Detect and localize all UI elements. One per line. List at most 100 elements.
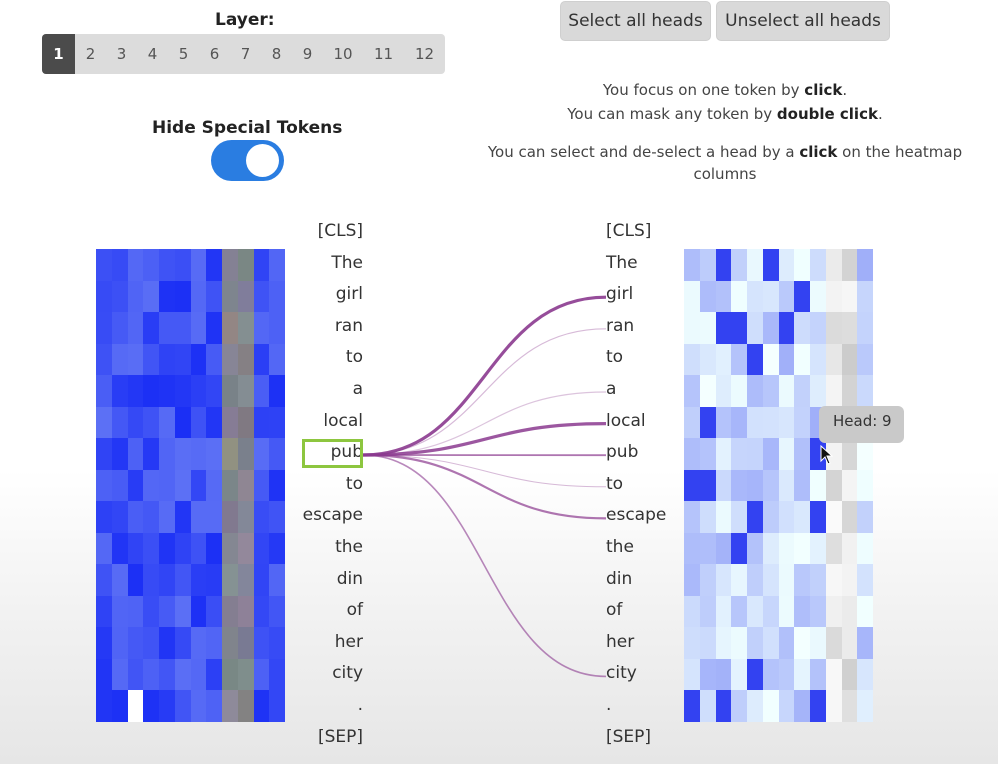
heatmap-cell[interactable] bbox=[794, 249, 810, 281]
heatmap-cell[interactable] bbox=[111, 375, 128, 407]
heatmap-cell[interactable] bbox=[206, 690, 222, 722]
layer-option-2[interactable]: 2 bbox=[85, 45, 96, 63]
heatmap-cell[interactable] bbox=[206, 658, 222, 691]
layer-option-7[interactable]: 7 bbox=[240, 45, 251, 63]
heatmap-cell[interactable] bbox=[190, 280, 207, 313]
right-token[interactable]: the bbox=[606, 537, 634, 557]
heatmap-cell[interactable] bbox=[762, 438, 779, 470]
right-token[interactable]: ran bbox=[606, 315, 635, 336]
heatmap-cell[interactable] bbox=[715, 249, 732, 281]
heatmap-cell[interactable] bbox=[778, 532, 795, 565]
heatmap-cell[interactable] bbox=[96, 249, 112, 281]
left-token[interactable]: a bbox=[352, 379, 363, 399]
heatmap-cell[interactable] bbox=[810, 343, 826, 376]
heatmap-cell[interactable] bbox=[794, 343, 810, 376]
heatmap-cell[interactable] bbox=[190, 375, 207, 407]
heatmap-cell[interactable] bbox=[810, 658, 826, 691]
heatmap-cell[interactable] bbox=[127, 312, 144, 344]
heatmap-cell[interactable] bbox=[857, 280, 873, 313]
heatmap-cell[interactable] bbox=[206, 343, 222, 376]
heatmap-cell[interactable] bbox=[159, 343, 175, 376]
heatmap-cell[interactable] bbox=[127, 690, 144, 722]
heatmap-cell[interactable] bbox=[96, 658, 112, 691]
heatmap-cell[interactable] bbox=[174, 690, 191, 722]
heatmap-cell[interactable] bbox=[206, 595, 222, 628]
layer-option-11[interactable]: 11 bbox=[373, 45, 394, 63]
heatmap-cell[interactable] bbox=[747, 690, 763, 722]
heatmap-cell[interactable] bbox=[96, 312, 112, 344]
hide-special-tokens-toggle[interactable] bbox=[211, 140, 284, 181]
heatmap-cell[interactable] bbox=[206, 280, 222, 313]
heatmap-cell[interactable] bbox=[731, 501, 747, 533]
left-token[interactable]: . bbox=[357, 695, 363, 715]
heatmap-cell[interactable] bbox=[96, 501, 112, 533]
heatmap-cell[interactable] bbox=[715, 658, 732, 691]
heatmap-cell[interactable] bbox=[159, 280, 175, 313]
right-token[interactable]: The bbox=[606, 252, 638, 273]
heatmap-cell[interactable] bbox=[731, 249, 747, 281]
layer-option-5[interactable]: 5 bbox=[178, 45, 189, 63]
heatmap-cell[interactable] bbox=[190, 249, 207, 281]
heatmap-cell[interactable] bbox=[237, 343, 254, 376]
layer-option-9[interactable]: 9 bbox=[302, 45, 313, 63]
heatmap-cell[interactable] bbox=[237, 501, 254, 533]
heatmap-cell[interactable] bbox=[778, 280, 795, 313]
heatmap-cell[interactable] bbox=[762, 532, 779, 565]
heatmap-cell[interactable] bbox=[222, 280, 238, 313]
heatmap-cell[interactable] bbox=[825, 312, 842, 344]
heatmap-cell[interactable] bbox=[269, 627, 285, 659]
heatmap-cell[interactable] bbox=[762, 343, 779, 376]
heatmap-cell[interactable] bbox=[762, 595, 779, 628]
right-token[interactable]: of bbox=[606, 600, 623, 621]
heatmap-cell[interactable] bbox=[174, 658, 191, 691]
heatmap-cell[interactable] bbox=[778, 501, 795, 533]
heatmap-cell[interactable] bbox=[778, 564, 795, 596]
heatmap-cell[interactable] bbox=[794, 469, 810, 502]
heatmap-cell[interactable] bbox=[269, 280, 285, 313]
heatmap-cell[interactable] bbox=[159, 406, 175, 439]
heatmap-cell[interactable] bbox=[794, 690, 810, 722]
heatmap-cell[interactable] bbox=[810, 595, 826, 628]
heatmap-cell[interactable] bbox=[174, 501, 191, 533]
heatmap-cell[interactable] bbox=[206, 249, 222, 281]
heatmap-cell[interactable] bbox=[810, 501, 826, 533]
heatmap-cell[interactable] bbox=[111, 406, 128, 439]
heatmap-cell[interactable] bbox=[174, 627, 191, 659]
heatmap-cell[interactable] bbox=[143, 501, 159, 533]
heatmap-cell[interactable] bbox=[190, 690, 207, 722]
heatmap-cell[interactable] bbox=[731, 280, 747, 313]
heatmap-cell[interactable] bbox=[857, 312, 873, 344]
heatmap-cell[interactable] bbox=[159, 501, 175, 533]
heatmap-cell[interactable] bbox=[269, 532, 285, 565]
heatmap-cell[interactable] bbox=[96, 438, 112, 470]
heatmap-cell[interactable] bbox=[747, 532, 763, 565]
heatmap-cell[interactable] bbox=[206, 438, 222, 470]
heatmap-cell[interactable] bbox=[222, 595, 238, 628]
heatmap-cell[interactable] bbox=[699, 532, 716, 565]
heatmap-cell[interactable] bbox=[96, 564, 112, 596]
heatmap-cell[interactable] bbox=[159, 690, 175, 722]
heatmap-cell[interactable] bbox=[253, 438, 270, 470]
heatmap-cell[interactable] bbox=[762, 406, 779, 439]
heatmap-cell[interactable] bbox=[841, 249, 858, 281]
heatmap-cell[interactable] bbox=[253, 595, 270, 628]
heatmap-cell[interactable] bbox=[778, 627, 795, 659]
heatmap-cell[interactable] bbox=[253, 343, 270, 376]
heatmap-cell[interactable] bbox=[841, 280, 858, 313]
heatmap-cell[interactable] bbox=[841, 564, 858, 596]
right-token[interactable]: girl bbox=[606, 284, 634, 305]
heatmap-cell[interactable] bbox=[111, 501, 128, 533]
heatmap-cell[interactable] bbox=[841, 375, 858, 407]
heatmap-cell[interactable] bbox=[747, 312, 763, 344]
heatmap-cell[interactable] bbox=[190, 627, 207, 659]
heatmap-cell[interactable] bbox=[206, 627, 222, 659]
heatmap-cell[interactable] bbox=[857, 469, 873, 502]
heatmap-cell[interactable] bbox=[762, 501, 779, 533]
heatmap-cell[interactable] bbox=[747, 375, 763, 407]
heatmap-cell[interactable] bbox=[143, 658, 159, 691]
heatmap-cell[interactable] bbox=[206, 532, 222, 565]
heatmap-cell[interactable] bbox=[96, 343, 112, 376]
heatmap-cell[interactable] bbox=[715, 375, 732, 407]
heatmap-cell[interactable] bbox=[269, 658, 285, 691]
left-token[interactable]: escape bbox=[302, 505, 363, 526]
